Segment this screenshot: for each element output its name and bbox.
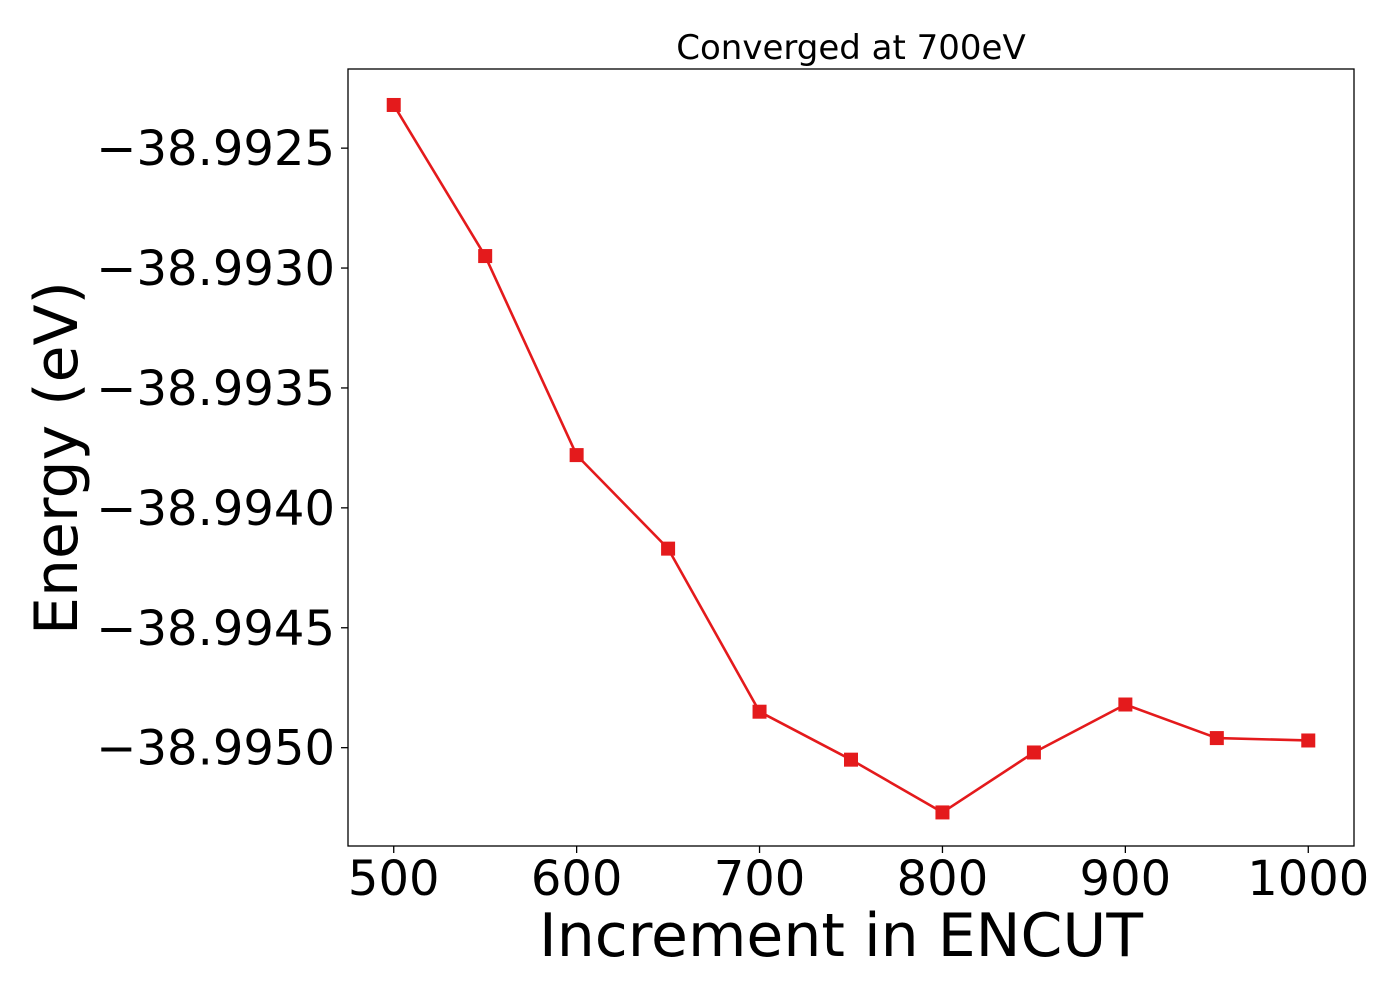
x-axis-label: Increment in ENCUT bbox=[539, 901, 1143, 971]
data-point-marker bbox=[844, 752, 858, 767]
y-tick-label: −38.9925 bbox=[96, 121, 335, 177]
data-point-marker bbox=[1118, 697, 1133, 712]
y-tick-label: −38.9940 bbox=[96, 481, 335, 537]
x-tick-label: 700 bbox=[714, 851, 806, 907]
y-axis-label: Energy (eV) bbox=[22, 281, 92, 635]
data-point-marker bbox=[386, 97, 401, 112]
y-tick-label: −38.9945 bbox=[96, 601, 335, 657]
x-axis: 500 600 700 800 900 1000 bbox=[348, 846, 1369, 907]
y-tick-label: −38.9935 bbox=[96, 361, 335, 417]
data-point-marker bbox=[935, 805, 950, 820]
y-tick-label: −38.9950 bbox=[96, 721, 335, 777]
y-tick-label: −38.9930 bbox=[96, 241, 335, 297]
x-tick-label: 500 bbox=[348, 851, 440, 907]
x-tick-label: 900 bbox=[1080, 851, 1172, 907]
x-tick-label: 1000 bbox=[1247, 851, 1369, 907]
data-point-marker bbox=[1026, 745, 1041, 760]
plot-frame bbox=[347, 68, 1355, 847]
data-point-marker bbox=[1209, 731, 1224, 746]
chart-title: Converged at 700eV bbox=[676, 28, 1025, 68]
series-layer bbox=[386, 97, 1316, 820]
data-point-marker bbox=[661, 541, 676, 556]
series-line bbox=[392, 104, 1309, 814]
y-axis: −38.9925 −38.9930 −38.9935 −38.9940 −38.9945… bbox=[96, 121, 348, 777]
data-point-marker bbox=[478, 249, 493, 264]
data-point-marker bbox=[752, 704, 767, 719]
data-point-marker bbox=[1301, 733, 1316, 748]
data-point-marker bbox=[569, 448, 584, 463]
x-tick-label: 600 bbox=[531, 851, 623, 907]
x-tick-label: 800 bbox=[897, 851, 989, 907]
